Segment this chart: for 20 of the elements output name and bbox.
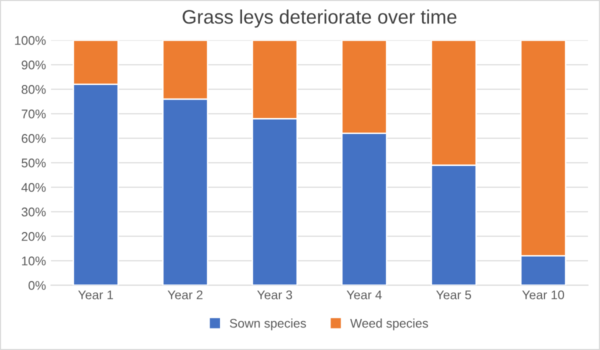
y-tick-label: 100% xyxy=(15,36,46,45)
y-tick-label: 10% xyxy=(22,256,46,266)
x-tick-label: Year 5 xyxy=(436,290,472,300)
y-tick-label: 80% xyxy=(22,85,46,94)
x-tick-label: Year 2 xyxy=(168,290,202,300)
legend-label: Weed species xyxy=(350,318,428,330)
x-tick-label: Year 1 xyxy=(78,290,113,300)
y-tick-label: 70% xyxy=(22,110,46,118)
x-tick-label: Year 4 xyxy=(346,290,382,300)
chart-title: Grass leys deteriorate over time xyxy=(182,9,456,28)
x-tick-label: Year 3 xyxy=(257,290,292,300)
y-tick-label: 20% xyxy=(22,232,46,241)
y-tick-label: 40% xyxy=(21,183,46,192)
y-tick-label: 50% xyxy=(22,158,46,168)
y-tick-label: 0% xyxy=(28,281,46,290)
y-tick-label: 90% xyxy=(22,60,46,70)
x-tick-label: Year 10 xyxy=(522,290,564,300)
y-tick-label: 30% xyxy=(22,208,46,216)
legend-label: Sown species xyxy=(230,318,306,330)
y-tick-label: 60% xyxy=(22,134,46,143)
